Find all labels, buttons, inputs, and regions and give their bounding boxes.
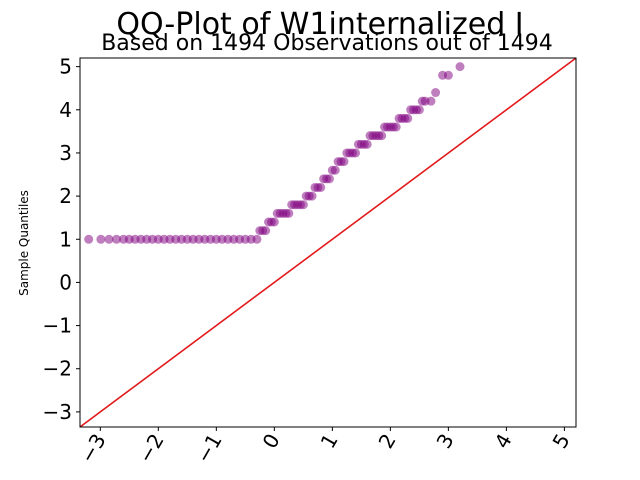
y-tick-label: −3 bbox=[43, 400, 72, 424]
y-tick-label: 5 bbox=[59, 55, 72, 79]
chart-title: QQ-Plot of W1internalized I bbox=[116, 7, 523, 42]
y-axis-label: Sample Quantiles bbox=[17, 190, 31, 296]
y-tick-label: 3 bbox=[59, 141, 72, 165]
y-tick-label: 2 bbox=[59, 184, 72, 208]
x-tick-label: 2 bbox=[374, 430, 401, 453]
data-point bbox=[377, 131, 387, 141]
reference-line bbox=[80, 58, 576, 427]
axis-ticks: −3 −2 −1 0 1 2 3 4 5 −3 −2 −1 0 1 2 3 4 5 bbox=[43, 55, 575, 467]
x-tick-label: 5 bbox=[548, 430, 575, 453]
x-tick-label: −3 bbox=[75, 430, 111, 468]
y-tick-label: −2 bbox=[43, 357, 72, 381]
data-point bbox=[330, 165, 340, 175]
data-point bbox=[261, 226, 271, 236]
data-point bbox=[391, 122, 401, 132]
y-tick-label: 4 bbox=[59, 98, 72, 122]
data-point bbox=[414, 105, 424, 115]
data-point bbox=[455, 62, 465, 72]
data-point bbox=[351, 148, 361, 158]
data-point bbox=[316, 182, 326, 192]
y-tick-label: −1 bbox=[43, 314, 72, 338]
x-tick-label: 3 bbox=[432, 430, 459, 453]
plot-area bbox=[80, 58, 576, 427]
x-tick-label: 0 bbox=[258, 430, 285, 453]
data-point bbox=[284, 208, 294, 218]
x-tick-label: −1 bbox=[191, 430, 227, 468]
data-point bbox=[403, 113, 413, 123]
data-point bbox=[298, 200, 308, 210]
data-point bbox=[339, 157, 349, 167]
data-point bbox=[362, 139, 372, 149]
plot-frame bbox=[79, 57, 577, 428]
data-point bbox=[443, 70, 453, 80]
y-tick-label: 0 bbox=[59, 270, 72, 294]
data-point bbox=[84, 234, 94, 244]
x-tick-label: 4 bbox=[490, 430, 517, 453]
data-point bbox=[307, 191, 317, 201]
data-point bbox=[324, 174, 334, 184]
y-tick-label: 1 bbox=[59, 227, 72, 251]
x-tick-label: 1 bbox=[316, 430, 343, 453]
data-point bbox=[96, 234, 106, 244]
x-tick-label: −2 bbox=[133, 430, 169, 468]
data-point bbox=[269, 217, 279, 227]
data-point bbox=[112, 234, 122, 244]
data-point bbox=[426, 96, 436, 106]
chart-subtitle: Based on 1494 Observations out of 1494 bbox=[101, 31, 553, 56]
data-point bbox=[252, 234, 262, 244]
data-point bbox=[431, 88, 441, 98]
data-point bbox=[104, 234, 114, 244]
